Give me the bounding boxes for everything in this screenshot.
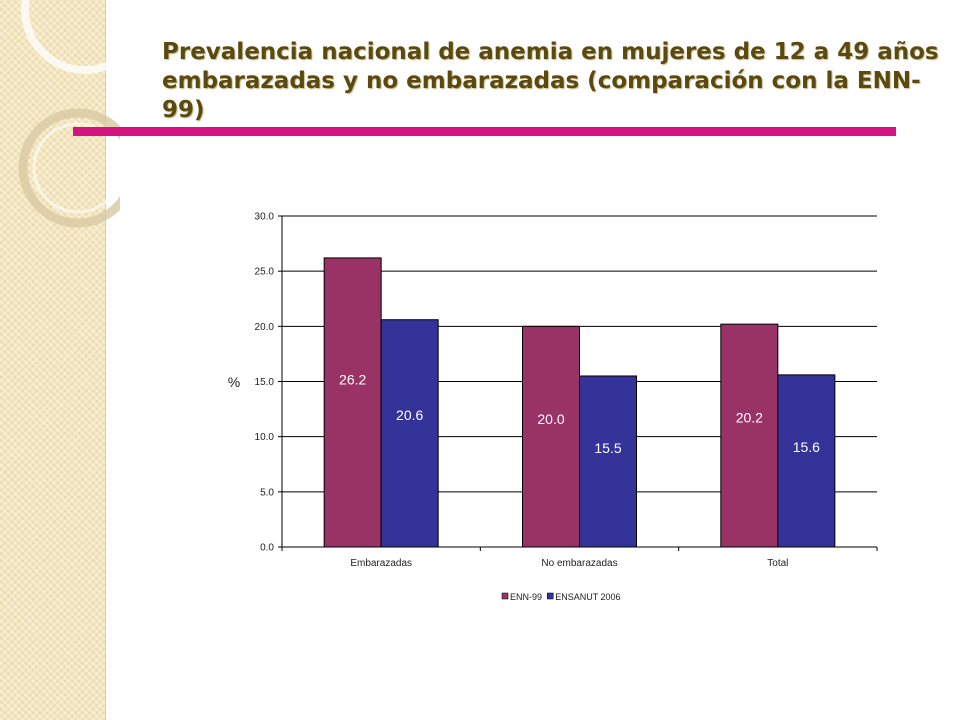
bar — [380, 319, 439, 548]
y-tick-label: 20.0 — [255, 322, 275, 333]
y-tick-label: 0.0 — [260, 543, 274, 554]
data-label: 15.6 — [793, 439, 820, 455]
legend-swatch — [546, 592, 554, 600]
y-tick-label: 15.0 — [255, 377, 275, 388]
data-label: 20.2 — [736, 410, 763, 426]
data-label: 15.5 — [594, 440, 621, 456]
legend-label: ENN-99 — [510, 592, 542, 602]
y-tick-label: 10.0 — [255, 432, 275, 443]
x-category-label: Total — [767, 558, 788, 569]
bar — [522, 325, 580, 548]
bar — [579, 375, 637, 548]
data-label: 20.6 — [396, 407, 423, 423]
y-axis-label: % — [228, 374, 240, 390]
bar — [720, 323, 779, 548]
data-label: 26.2 — [339, 371, 366, 387]
bar — [323, 257, 382, 548]
bar — [777, 374, 836, 548]
x-category-label: No embarazadas — [541, 558, 617, 569]
legend-label: ENSANUT 2006 — [555, 592, 620, 602]
decorative-rings — [18, 0, 120, 228]
data-label: 20.0 — [537, 411, 564, 427]
y-tick-label: 30.0 — [255, 212, 275, 223]
slide-title: Prevalencia nacional de anemia en mujere… — [162, 39, 939, 123]
x-category-label: Embarazadas — [350, 558, 412, 569]
y-tick-label: 5.0 — [260, 487, 274, 498]
legend-swatch — [501, 592, 509, 600]
y-tick-label: 25.0 — [255, 267, 275, 278]
title-underline — [73, 127, 896, 136]
